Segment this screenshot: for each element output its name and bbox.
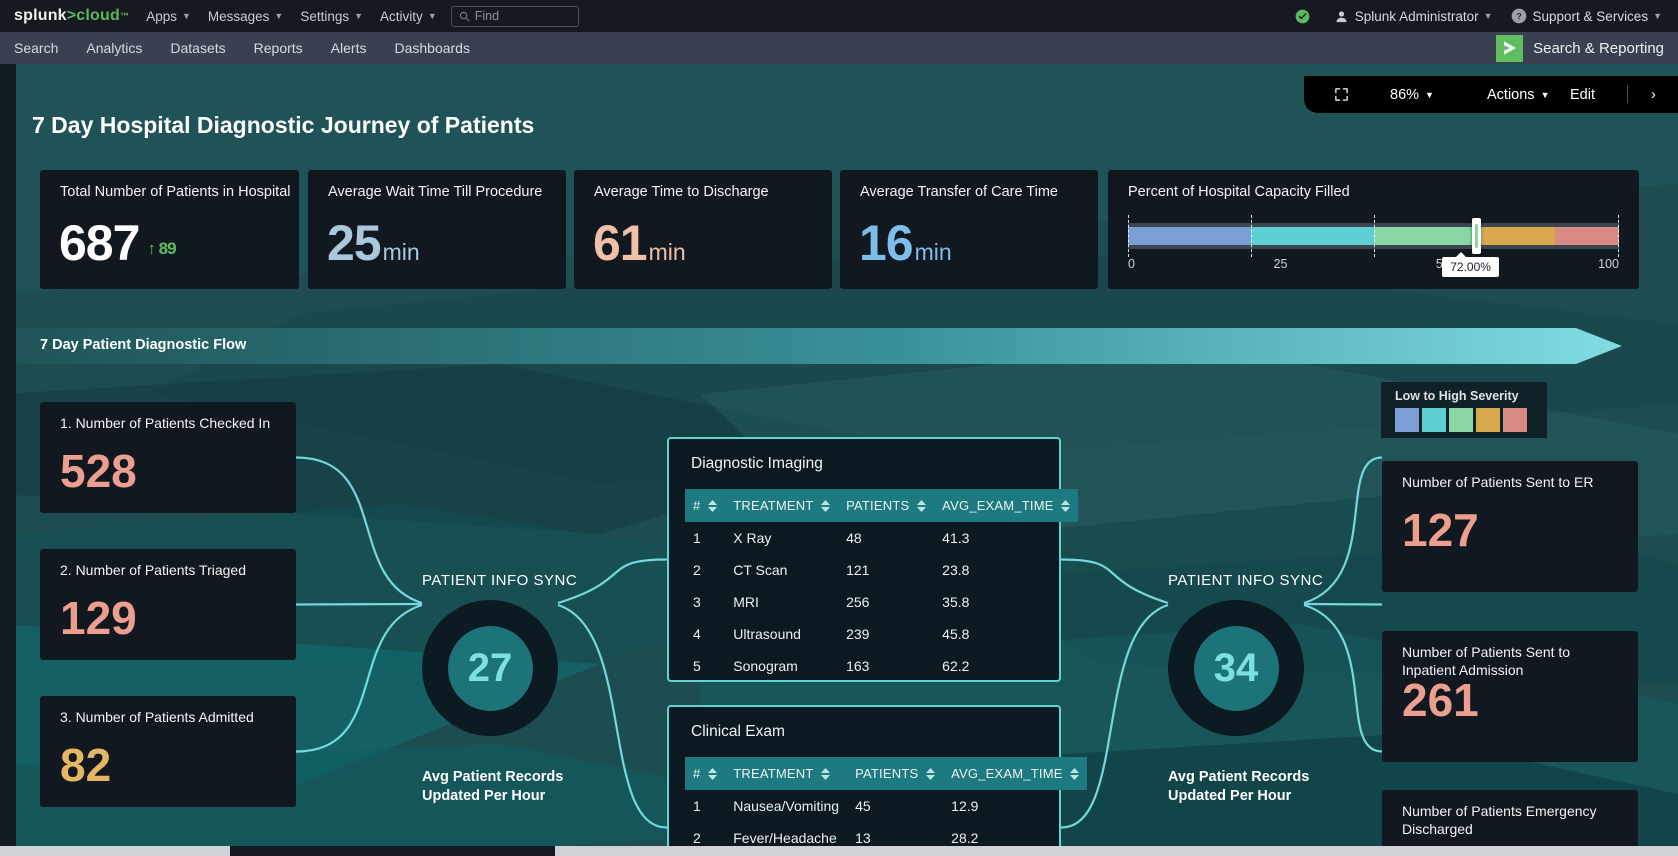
- svg-text:?: ?: [1516, 11, 1522, 21]
